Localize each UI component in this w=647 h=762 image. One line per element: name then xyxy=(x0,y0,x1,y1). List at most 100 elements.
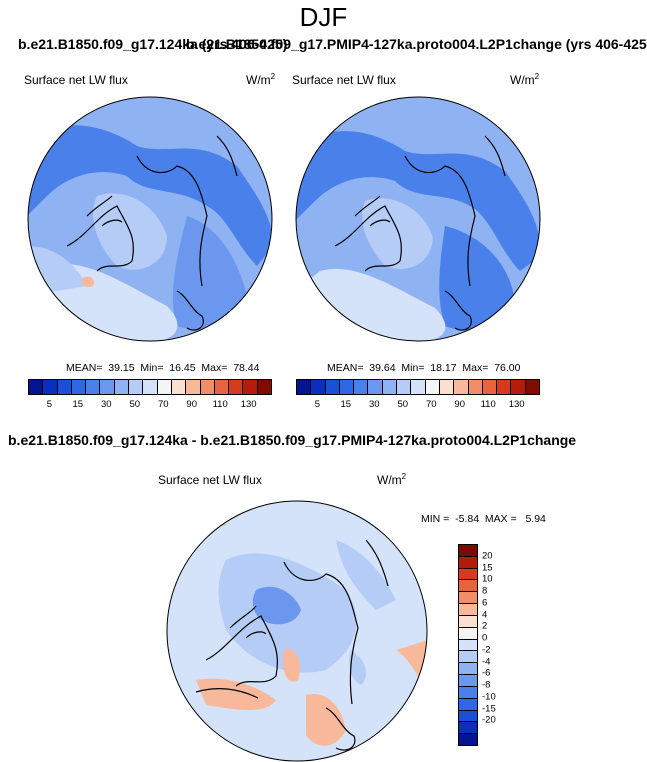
colorbar-swatch xyxy=(482,380,498,394)
colorbar-swatch xyxy=(257,380,272,394)
colorbar-swatch xyxy=(459,710,477,723)
colorbar-swatch xyxy=(200,380,215,394)
colorbar-tick-label: 30 xyxy=(368,399,380,410)
colorbar-swatch xyxy=(459,580,477,593)
colorbar-swatch xyxy=(354,380,369,394)
right-colorbar-ticks: 5 15 30 50 70 90 110 130 xyxy=(296,399,538,413)
colorbar-swatch xyxy=(497,380,512,394)
colorbar-tick-label: 110 xyxy=(212,399,228,410)
colorbar-tick-label: -20 xyxy=(482,714,496,726)
colorbar-swatch xyxy=(425,380,440,394)
colorbar-tick-label: 2 xyxy=(482,620,488,632)
colorbar-swatch xyxy=(382,380,398,394)
colorbar-swatch xyxy=(114,380,130,394)
colorbar-swatch xyxy=(459,675,477,687)
colorbar-swatch xyxy=(459,722,477,735)
colorbar-swatch xyxy=(459,568,477,581)
difference-header: b.e21.B1850.f09_g17.124ka - b.e21.B1850.… xyxy=(8,432,577,448)
colorbar-swatch xyxy=(459,686,477,699)
colorbar-swatch xyxy=(459,734,477,746)
colorbar-tick-label: 6 xyxy=(482,597,488,609)
right-units: W/m2 xyxy=(510,72,540,87)
colorbar-swatch xyxy=(397,380,412,394)
colorbar-swatch xyxy=(325,380,340,394)
colorbar-tick-label: 90 xyxy=(454,399,465,410)
colorbar-swatch xyxy=(459,639,477,652)
season-title: DJF xyxy=(299,2,348,32)
colorbar-swatch xyxy=(157,380,172,394)
colorbar-tick-label: 130 xyxy=(508,399,525,410)
colorbar-swatch xyxy=(71,380,87,394)
colorbar-tick-label: -15 xyxy=(482,703,496,715)
colorbar-swatch xyxy=(459,663,477,676)
colorbar-tick-label: 90 xyxy=(186,399,197,410)
colorbar-swatch xyxy=(459,604,477,616)
right-stats: MEAN= 39.64 Min= 18.17 Max= 76.00 xyxy=(327,362,521,374)
diff-stats: MIN = -5.84 MAX = 5.94 xyxy=(421,513,546,525)
diff-variable-label: Surface net LW flux xyxy=(158,473,262,487)
colorbar-swatch xyxy=(100,380,115,394)
colorbar-swatch xyxy=(297,380,312,394)
colorbar-tick-label: 130 xyxy=(240,399,257,410)
colorbar-swatch xyxy=(459,627,477,640)
colorbar-swatch xyxy=(129,380,144,394)
colorbar-tick-label: 15 xyxy=(482,562,493,574)
colorbar-tick-label: 5 xyxy=(314,399,320,410)
colorbar-swatch xyxy=(411,380,426,394)
colorbar-swatch xyxy=(43,380,58,394)
colorbar-swatch xyxy=(439,380,455,394)
colorbar-swatch xyxy=(29,380,44,394)
left-polar-map xyxy=(27,96,273,342)
colorbar-tick-label: 15 xyxy=(340,399,352,410)
colorbar-swatch xyxy=(459,651,477,664)
difference-colorbar-ticks: 20 15 10 8 6 4 2 0 -2 -4 -6 -8 -10 -15 -20 xyxy=(482,544,512,744)
colorbar-swatch xyxy=(454,380,469,394)
colorbar-swatch xyxy=(368,380,383,394)
difference-colorbar xyxy=(458,544,478,746)
colorbar-swatch xyxy=(459,698,477,711)
left-units: W/m2 xyxy=(246,72,276,87)
colorbar-tick-label: -6 xyxy=(482,667,491,679)
colorbar-swatch xyxy=(459,545,477,557)
difference-polar-map xyxy=(166,500,428,762)
colorbar-swatch xyxy=(339,380,355,394)
colorbar-swatch xyxy=(171,380,187,394)
colorbar-swatch xyxy=(214,380,230,394)
colorbar-tick-label: 10 xyxy=(482,573,493,585)
colorbar-tick-label: 8 xyxy=(482,585,488,597)
colorbar-tick-label: 110 xyxy=(480,399,496,410)
colorbar-tick-label: -4 xyxy=(482,656,491,668)
colorbar-tick-label: 5 xyxy=(46,399,52,410)
colorbar-tick-label: 0 xyxy=(482,632,488,644)
left-stats: MEAN= 39.15 Min= 16.45 Max= 78.44 xyxy=(66,362,260,374)
colorbar-swatch xyxy=(186,380,201,394)
colorbar-swatch xyxy=(459,592,477,605)
colorbar-tick-label: 50 xyxy=(129,399,141,410)
left-colorbar-ticks: 5 15 30 50 70 90 110 130 xyxy=(28,399,270,413)
left-colorbar xyxy=(28,379,272,395)
right-variable-label: Surface net LW flux xyxy=(292,73,396,87)
right-polar-map xyxy=(295,96,541,342)
colorbar-tick-label: 20 xyxy=(482,550,493,562)
colorbar-tick-label: -2 xyxy=(482,644,491,656)
colorbar-swatch xyxy=(468,380,483,394)
case-header-right: b.e21.B1850.f09_g17.PMIP4-127ka.proto004… xyxy=(186,36,647,52)
colorbar-swatch xyxy=(243,380,258,394)
colorbar-tick-label: 30 xyxy=(100,399,112,410)
colorbar-tick-label: 15 xyxy=(72,399,84,410)
colorbar-tick-label: 4 xyxy=(482,609,488,621)
left-variable-label: Surface net LW flux xyxy=(24,73,128,87)
colorbar-swatch xyxy=(459,615,477,628)
diff-units: W/m2 xyxy=(377,472,407,487)
colorbar-swatch xyxy=(311,380,326,394)
right-colorbar xyxy=(296,379,540,395)
colorbar-tick-label: -8 xyxy=(482,679,491,691)
case-header-left: b.e21.B1850.f09_g17.124ka (yrs 406-425) xyxy=(18,36,288,52)
colorbar-tick-label: 50 xyxy=(397,399,409,410)
colorbar-tick-label: 70 xyxy=(425,399,437,410)
colorbar-swatch xyxy=(86,380,101,394)
colorbar-swatch xyxy=(57,380,72,394)
colorbar-tick-label: -10 xyxy=(482,691,496,703)
colorbar-swatch xyxy=(525,380,540,394)
colorbar-tick-label: 70 xyxy=(157,399,169,410)
